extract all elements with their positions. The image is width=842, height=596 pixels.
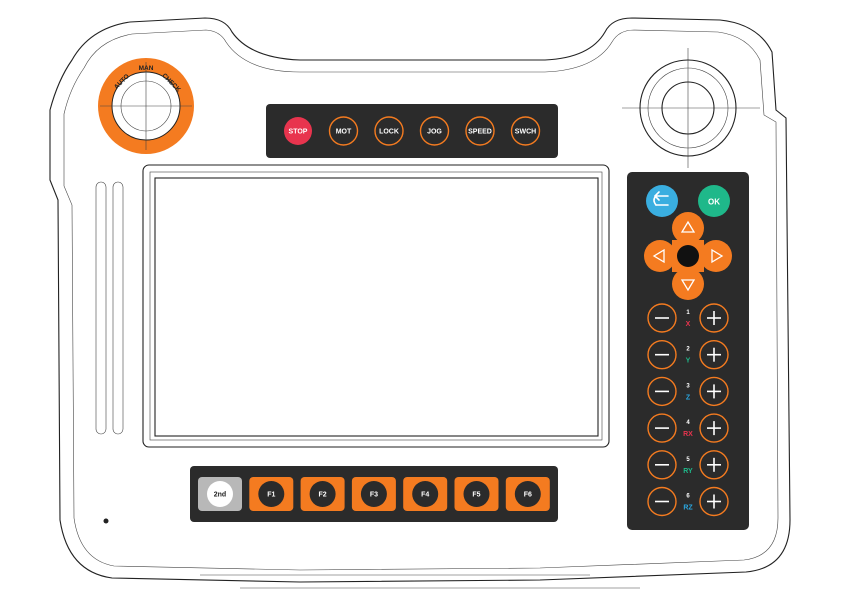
axis-number: 2: [686, 347, 690, 353]
joystick[interactable]: [622, 48, 760, 168]
axis-rx-plus-button[interactable]: [699, 413, 729, 443]
f3-label: F3: [370, 492, 378, 499]
f5-button[interactable]: F5: [454, 477, 499, 511]
f6-button[interactable]: F6: [505, 477, 550, 511]
back-arrow-icon: [653, 191, 669, 206]
ok-label: OK: [708, 198, 720, 207]
left-grip-slot: [112, 181, 124, 435]
indicator-dot: [103, 518, 109, 524]
left-grip-slot: [95, 181, 107, 435]
axis-row-ry: 5 RY: [647, 450, 729, 480]
plus-icon: [707, 347, 721, 362]
f2-button[interactable]: F2: [300, 477, 345, 511]
plus-icon: [707, 421, 721, 436]
axis-row-y: 2Y: [647, 340, 729, 370]
mode-label-man: MAN: [139, 65, 154, 72]
plus-icon: [707, 311, 721, 325]
lock-label: LOCK: [379, 129, 399, 136]
down-triangle-icon: [680, 279, 696, 292]
dpad-left-button[interactable]: [644, 240, 676, 272]
f5-label: F5: [472, 492, 480, 499]
axis-row-x: 1X: [647, 303, 729, 333]
housing-outline: [49, 17, 791, 589]
lock-button[interactable]: LOCK: [374, 116, 404, 146]
axis-number: 6: [686, 494, 690, 500]
f1-button[interactable]: F1: [249, 477, 294, 511]
axis-rz-minus-button[interactable]: [647, 486, 677, 517]
swch-button[interactable]: SWCH: [510, 116, 541, 146]
axis-name: Z: [686, 394, 691, 401]
axis-z-minus-button[interactable]: [647, 376, 677, 407]
back-button[interactable]: [646, 185, 678, 217]
ok-button[interactable]: OK: [698, 185, 730, 217]
stop-label: STOP: [289, 129, 308, 136]
f3-button[interactable]: F3: [351, 477, 396, 511]
plus-icon: [707, 457, 721, 472]
display-screen: [142, 164, 610, 448]
axis-row-rx: 4 RX: [647, 413, 729, 443]
f2-label: F2: [319, 492, 327, 499]
axis-name: Y: [686, 358, 691, 365]
dpad-down-button[interactable]: [672, 268, 704, 300]
jog-button[interactable]: JOG: [419, 116, 450, 146]
plus-icon: [707, 494, 721, 509]
f4-label: F4: [421, 492, 429, 499]
f6-label: F6: [524, 492, 532, 499]
mode-selector-switch[interactable]: AUTO MAN CHECK: [98, 58, 194, 154]
speed-button[interactable]: SPEED: [465, 116, 495, 146]
direction-pad: [644, 212, 732, 300]
axis-name: X: [686, 321, 691, 328]
jog-label: JOG: [427, 129, 442, 136]
dpad-center: [677, 245, 699, 267]
2nd-label: 2nd: [214, 492, 226, 499]
axis-y-plus-button[interactable]: [699, 340, 729, 370]
mot-button[interactable]: MOT: [328, 116, 359, 146]
dpad-up-button[interactable]: [672, 212, 704, 244]
axis-row-z: 3Z: [647, 376, 729, 407]
axis-number: 1: [686, 310, 690, 316]
f4-button[interactable]: F4: [403, 477, 448, 511]
speed-label: SPEED: [468, 129, 492, 136]
axis-number: 3: [686, 383, 690, 389]
axis-ry-plus-button[interactable]: [699, 450, 729, 480]
axis-number: 4: [686, 420, 690, 426]
mot-label: MOT: [336, 129, 352, 136]
right-triangle-icon: [711, 248, 724, 264]
axis-row-rz: 6 RZ: [647, 486, 729, 517]
dpad-right-button[interactable]: [700, 240, 732, 272]
axis-rz-plus-button[interactable]: [699, 486, 729, 517]
axis-name: RY: [683, 468, 693, 475]
left-triangle-icon: [652, 248, 665, 264]
axis-name: RZ: [683, 505, 693, 512]
axis-ry-minus-button[interactable]: [647, 450, 677, 480]
axis-x-minus-button[interactable]: [647, 303, 677, 333]
axis-y-minus-button[interactable]: [647, 340, 677, 370]
f1-label: F1: [267, 492, 275, 499]
swch-label: SWCH: [515, 129, 536, 136]
axis-rx-minus-button[interactable]: [647, 413, 677, 443]
axis-number: 5: [686, 457, 690, 463]
up-triangle-icon: [680, 220, 696, 233]
stop-button[interactable]: STOP: [284, 117, 312, 145]
axis-name: RX: [683, 431, 693, 438]
plus-icon: [707, 384, 721, 399]
axis-z-plus-button[interactable]: [699, 376, 729, 407]
axis-x-plus-button[interactable]: [699, 303, 729, 333]
2nd-button[interactable]: 2nd: [198, 477, 242, 511]
